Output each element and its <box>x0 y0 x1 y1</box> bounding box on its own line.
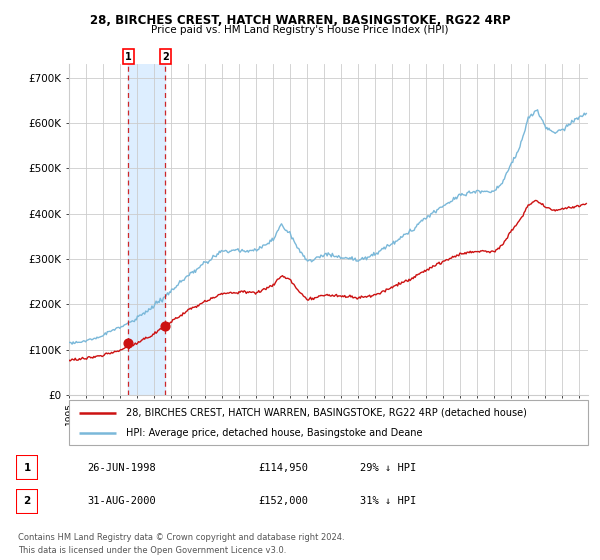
Text: 29% ↓ HPI: 29% ↓ HPI <box>360 463 416 473</box>
Text: Price paid vs. HM Land Registry's House Price Index (HPI): Price paid vs. HM Land Registry's House … <box>151 25 449 35</box>
FancyBboxPatch shape <box>16 455 38 480</box>
Text: 26-JUN-1998: 26-JUN-1998 <box>87 463 156 473</box>
Text: 31-AUG-2000: 31-AUG-2000 <box>87 496 156 506</box>
Bar <box>128 64 166 395</box>
Text: Contains HM Land Registry data © Crown copyright and database right 2024.: Contains HM Land Registry data © Crown c… <box>18 533 344 542</box>
Text: £114,950: £114,950 <box>258 463 308 473</box>
Text: £152,000: £152,000 <box>258 496 308 506</box>
FancyBboxPatch shape <box>69 400 588 445</box>
Text: 1: 1 <box>23 463 31 473</box>
Text: 31% ↓ HPI: 31% ↓ HPI <box>360 496 416 506</box>
Text: 28, BIRCHES CREST, HATCH WARREN, BASINGSTOKE, RG22 4RP (detached house): 28, BIRCHES CREST, HATCH WARREN, BASINGS… <box>126 408 527 418</box>
Text: 2: 2 <box>162 52 169 62</box>
Point <box>124 338 133 347</box>
Text: HPI: Average price, detached house, Basingstoke and Deane: HPI: Average price, detached house, Basi… <box>126 428 422 438</box>
FancyBboxPatch shape <box>16 489 38 514</box>
Point <box>161 321 170 330</box>
Text: 1: 1 <box>125 52 132 62</box>
Text: 2: 2 <box>23 496 31 506</box>
Text: This data is licensed under the Open Government Licence v3.0.: This data is licensed under the Open Gov… <box>18 546 286 555</box>
Text: 28, BIRCHES CREST, HATCH WARREN, BASINGSTOKE, RG22 4RP: 28, BIRCHES CREST, HATCH WARREN, BASINGS… <box>89 14 511 27</box>
